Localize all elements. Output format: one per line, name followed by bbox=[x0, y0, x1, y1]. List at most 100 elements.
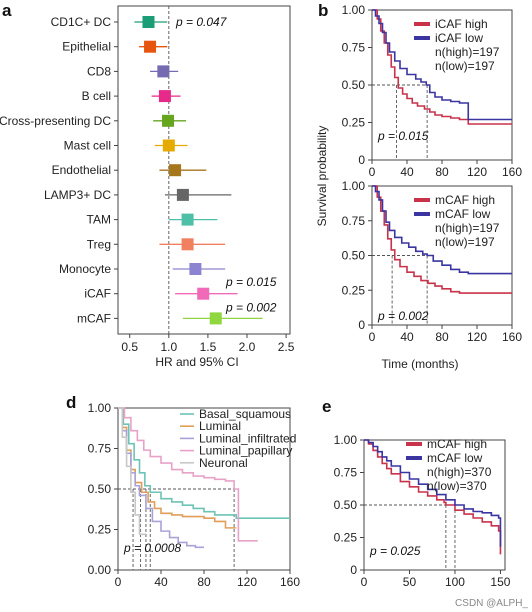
legend-label: Basal_squamous bbox=[199, 407, 291, 421]
km-curve bbox=[118, 407, 290, 519]
forest-row-label: Cross-presenting DC bbox=[0, 114, 111, 128]
y-tick-label: 0 bbox=[358, 153, 365, 167]
km-curve bbox=[118, 407, 237, 529]
x-tick-label: 120 bbox=[467, 330, 487, 344]
sample-size-text: n(low)=197 bbox=[435, 59, 495, 73]
y-tick-label: 0.50 bbox=[334, 498, 358, 512]
legend-label: Luminal_infiltrated bbox=[199, 431, 296, 445]
x-tick-label: 0 bbox=[361, 575, 368, 589]
x-tick-label: 0 bbox=[369, 330, 376, 344]
y-tick-label: 1.00 bbox=[342, 179, 366, 193]
km-curve bbox=[372, 185, 512, 275]
km-plot-d: 0 40 80 120 160 0.00 0.25 0.50 0.75 1.00 Basal_squ… bbox=[88, 401, 301, 589]
y-tick-label: 0.25 bbox=[342, 283, 366, 297]
forest-p-value: p = 0.047 bbox=[175, 15, 228, 29]
legend-label: Luminal bbox=[199, 419, 241, 433]
km-plot-e: 0 50 100 150 0 0.25 0.50 0.75 1.00 mCAF highmCAF … bbox=[334, 433, 511, 589]
forest-hr-marker bbox=[197, 287, 210, 300]
forest-x-tick-label: 1.0 bbox=[160, 340, 177, 354]
forest-x-tick-label: 0.5 bbox=[121, 340, 138, 354]
sample-size-text: n(high)=370 bbox=[427, 465, 492, 479]
forest-row-label: TAM bbox=[87, 213, 111, 227]
y-tick-label: 0.25 bbox=[342, 116, 366, 130]
x-tick-label: 80 bbox=[435, 330, 449, 344]
y-tick-label: 0.75 bbox=[88, 442, 112, 456]
forest-row-label: Mast cell bbox=[64, 139, 111, 153]
forest-hr-marker bbox=[162, 114, 175, 127]
km-curve bbox=[118, 407, 146, 536]
sample-size-text: n(high)=197 bbox=[435, 221, 500, 235]
forest-row-label: iCAF bbox=[84, 287, 111, 301]
forest-hr-marker bbox=[181, 238, 194, 251]
forest-axes: 0.5 1.0 1.5 2.0 2.5 bbox=[114, 5, 295, 354]
legend-label: mCAF low bbox=[427, 451, 483, 465]
forest-row-label: Epithelial bbox=[62, 40, 111, 54]
legend-label: iCAF low bbox=[435, 31, 483, 45]
y-tick-label: 0.75 bbox=[342, 214, 366, 228]
x-tick-label: 40 bbox=[154, 575, 168, 589]
forest-plot: 0.5 1.0 1.5 2.0 2.5 CD1C+ DC Epithelial CD8 B c… bbox=[0, 5, 295, 369]
forest-p-value: p = 0.002 bbox=[225, 301, 277, 315]
km-p-value: p = 0.002 bbox=[377, 309, 429, 323]
x-tick-label: 0 bbox=[369, 165, 376, 179]
y-tick-label: 0.25 bbox=[88, 523, 112, 537]
forest-row-label: Monocyte bbox=[59, 262, 111, 276]
km-p-value: p = 0.0008 bbox=[123, 541, 181, 555]
watermark-text: CSDN @ALPH_ bbox=[455, 598, 528, 609]
sample-size-text: n(low)=197 bbox=[435, 235, 495, 249]
forest-hr-marker bbox=[142, 16, 155, 28]
x-tick-label: 150 bbox=[490, 575, 510, 589]
km-curve bbox=[364, 439, 502, 547]
panel-label-d: d bbox=[66, 393, 76, 412]
x-tick-label: 160 bbox=[502, 165, 522, 179]
km-curve bbox=[118, 407, 258, 542]
legend-label: mCAF high bbox=[427, 437, 487, 451]
legend-label: iCAF high bbox=[435, 17, 488, 31]
km-p-value: p = 0.015 bbox=[377, 129, 429, 143]
forest-hr-marker bbox=[189, 263, 202, 275]
forest-hr-marker bbox=[209, 312, 222, 325]
forest-x-tick-label: 2.5 bbox=[278, 340, 295, 354]
y-tick-label: 1.00 bbox=[342, 3, 366, 17]
x-tick-label: 40 bbox=[400, 330, 414, 344]
x-tick-label: 80 bbox=[435, 165, 449, 179]
legend-label: Neuronal bbox=[199, 456, 248, 470]
x-tick-label: 80 bbox=[197, 575, 211, 589]
y-tick-label: 0.50 bbox=[342, 78, 366, 92]
y-tick-label: 0.75 bbox=[342, 41, 366, 55]
forest-hr-marker bbox=[169, 164, 182, 177]
y-tick-label: 1.00 bbox=[88, 401, 112, 415]
km-plot-b: 0 40 80 120 160 0 0.25 0.50 0.75 1.00 iCAF highiCA… bbox=[342, 3, 523, 179]
y-tick-label: 0.75 bbox=[334, 466, 358, 480]
km-curve bbox=[372, 185, 512, 294]
panel-label-e: e bbox=[322, 397, 331, 416]
x-tick-label: 160 bbox=[280, 575, 300, 589]
y-tick-label: 0.00 bbox=[88, 563, 112, 577]
x-tick-label: 100 bbox=[445, 575, 465, 589]
forest-hr-marker bbox=[144, 40, 157, 53]
forest-row-label: LAMP3+ DC bbox=[44, 188, 111, 202]
forest-hr-marker bbox=[157, 65, 170, 78]
legend-label: mCAF low bbox=[435, 207, 491, 221]
sample-size-text: n(low)=370 bbox=[427, 479, 487, 493]
forest-p-value: p = 0.015 bbox=[225, 275, 277, 289]
x-tick-label: 120 bbox=[237, 575, 257, 589]
panel-label-b: b bbox=[318, 1, 328, 20]
km-curve bbox=[364, 439, 502, 555]
time-x-axis-label: Time (months) bbox=[382, 357, 459, 371]
forest-row-label: mCAF bbox=[77, 311, 111, 325]
x-tick-label: 120 bbox=[467, 165, 487, 179]
y-tick-label: 0 bbox=[350, 563, 357, 577]
forest-row-label: B cell bbox=[82, 89, 111, 103]
survival-y-axis-label: Survival probability bbox=[315, 126, 329, 227]
forest-rows: CD1C+ DC Epithelial CD8 B cell Cross-present… bbox=[0, 15, 277, 325]
forest-row-label: Treg bbox=[87, 237, 111, 251]
km-curve bbox=[372, 9, 512, 121]
forest-row-label: CD8 bbox=[87, 64, 111, 78]
forest-hr-marker bbox=[158, 90, 171, 103]
y-tick-label: 0.25 bbox=[334, 531, 358, 545]
x-tick-label: 40 bbox=[400, 165, 414, 179]
y-tick-label: 0.50 bbox=[342, 249, 366, 263]
forest-hr-marker bbox=[176, 188, 189, 201]
